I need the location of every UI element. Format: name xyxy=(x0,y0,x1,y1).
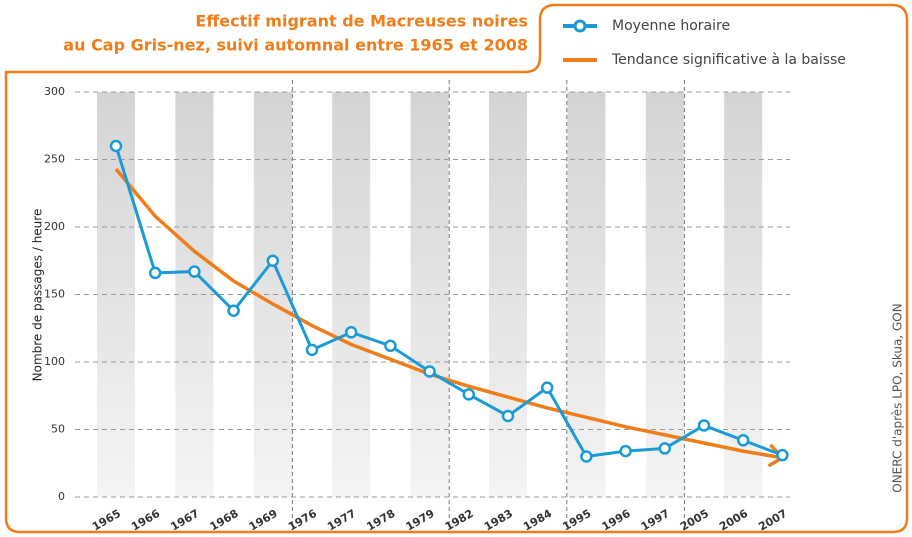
point xyxy=(776,448,789,462)
x-tick-label: 1969 xyxy=(247,507,280,534)
point xyxy=(148,266,162,280)
point xyxy=(658,442,672,455)
y-tick-label: 250 xyxy=(44,153,65,166)
x-tick-label: 1976 xyxy=(286,507,319,534)
x-tick-label: 1996 xyxy=(600,507,633,534)
point xyxy=(384,339,397,353)
x-tick-label: 1995 xyxy=(560,507,593,534)
x-tick-label: 1984 xyxy=(521,507,554,534)
y-tick-label: 150 xyxy=(44,288,65,301)
legend-label: Moyenne horaire xyxy=(612,18,730,34)
x-tick-label: 1977 xyxy=(325,507,358,534)
series-line xyxy=(114,145,783,459)
point xyxy=(462,388,476,401)
x-tick-label: 1966 xyxy=(129,507,162,534)
y-tick-label: 100 xyxy=(44,355,65,368)
point xyxy=(697,419,711,432)
x-tick-label: 1983 xyxy=(482,507,515,534)
chart-subtitle: au Cap Gris-nez, suivi automnal entre 19… xyxy=(63,36,528,55)
y-tick-label: 50 xyxy=(51,423,65,436)
point xyxy=(619,444,632,458)
y-tick-label: 200 xyxy=(44,220,65,233)
point xyxy=(580,450,593,463)
point xyxy=(344,326,358,339)
y-tick-label: 300 xyxy=(44,85,65,98)
chart-title: Effectif migrant de Macreuses noires xyxy=(195,12,528,31)
source: ONERC d'après LPO, Skua, GON xyxy=(891,303,905,492)
point xyxy=(188,265,201,278)
x-tick-label: 1965 xyxy=(90,507,123,534)
x-tick-label: 1967 xyxy=(168,507,201,534)
point xyxy=(227,304,240,317)
point xyxy=(540,381,554,394)
x-tick-label: 2007 xyxy=(756,507,789,534)
point xyxy=(501,409,515,423)
frame xyxy=(4,3,909,534)
trend-line xyxy=(114,167,783,460)
x-tick-label: 2005 xyxy=(678,507,711,534)
point xyxy=(305,343,319,357)
x-tick-label: 1982 xyxy=(443,507,476,534)
y-axis-label: Nombre de passages / heure xyxy=(31,209,45,382)
x-tick-label: 2006 xyxy=(717,507,750,534)
x-tick-label: 1978 xyxy=(364,507,397,534)
point xyxy=(109,139,123,153)
x-tick-label: 1997 xyxy=(639,507,672,534)
legend-swatch xyxy=(573,19,587,33)
point xyxy=(736,434,750,447)
x-tick-label: 1979 xyxy=(404,507,437,534)
y-tick-label: 0 xyxy=(58,490,65,503)
point xyxy=(423,365,436,378)
legend-label: Tendance significative à la baisse xyxy=(611,52,846,68)
x-tick-label: 1968 xyxy=(208,507,241,534)
point xyxy=(266,254,280,267)
